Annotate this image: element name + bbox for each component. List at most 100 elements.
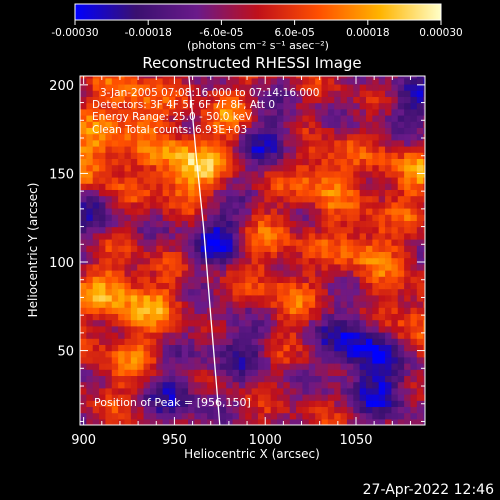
heatmap-cell: [111, 269, 119, 277]
heatmap-cell: [207, 300, 215, 308]
heatmap-cell: [226, 220, 234, 228]
heatmap-cell: [385, 257, 393, 265]
heatmap-cell: [404, 313, 412, 321]
heatmap-cell: [188, 232, 195, 240]
heatmap-cell: [156, 102, 164, 110]
heatmap-cell: [156, 294, 164, 302]
heatmap-cell: [118, 201, 126, 209]
heatmap-cell: [168, 96, 176, 104]
heatmap-cell: [194, 257, 202, 265]
heatmap-cell: [277, 114, 284, 122]
heatmap-cell: [264, 282, 272, 290]
heatmap-cell: [175, 331, 183, 339]
heatmap-cell: [118, 238, 126, 246]
heatmap-cell: [118, 102, 126, 110]
heatmap-cell: [283, 102, 291, 110]
heatmap-cell: [143, 133, 151, 141]
heatmap-cell: [86, 207, 94, 215]
heatmap-cell: [213, 121, 221, 128]
heatmap-cell: [327, 350, 335, 358]
heatmap-cell: [175, 96, 183, 104]
heatmap-cell: [251, 102, 259, 110]
heatmap-cell: [238, 245, 246, 252]
heatmap-cell: [296, 319, 304, 327]
heatmap-cell: [251, 387, 259, 395]
heatmap-cell: [365, 350, 373, 358]
heatmap-cell: [423, 207, 425, 215]
heatmap-cell: [194, 350, 202, 358]
heatmap-cell: [264, 232, 272, 240]
heatmap-cell: [86, 387, 94, 395]
heatmap-cell: [111, 307, 119, 314]
heatmap-cell: [111, 394, 119, 401]
heatmap-cell: [423, 77, 425, 85]
heatmap-cell: [219, 238, 227, 246]
heatmap-cell: [86, 375, 94, 383]
heatmap-cell: [105, 133, 113, 141]
heatmap-cell: [181, 139, 189, 147]
heatmap-cell: [156, 176, 164, 184]
heatmap-cell: [391, 90, 399, 97]
heatmap-cell: [365, 375, 373, 383]
heatmap-cell: [181, 418, 189, 425]
heatmap-cell: [315, 170, 323, 178]
heatmap-cell: [353, 387, 361, 395]
heatmap-cell: [105, 369, 113, 376]
heatmap-cell: [105, 245, 113, 252]
heatmap-cell: [143, 195, 151, 203]
heatmap-cell: [118, 344, 126, 352]
heatmap-cell: [308, 418, 316, 425]
heatmap-cell: [327, 375, 335, 383]
heatmap-cell: [321, 207, 329, 215]
heatmap-cell: [296, 114, 304, 122]
heatmap-cell: [397, 195, 405, 203]
heatmap-cell: [232, 195, 240, 203]
heatmap-cell: [283, 145, 291, 153]
heatmap-cell: [404, 220, 412, 228]
heatmap-cell: [143, 76, 151, 79]
heatmap-cell: [372, 300, 380, 308]
heatmap-cell: [92, 269, 100, 277]
heatmap-cell: [302, 245, 310, 252]
heatmap-cell: [340, 207, 348, 215]
heatmap-cell: [257, 195, 265, 203]
heatmap-cell: [213, 251, 221, 259]
heatmap-cell: [397, 238, 405, 246]
heatmap-cell: [264, 139, 272, 147]
heatmap-cell: [188, 90, 195, 97]
heatmap-cell: [156, 331, 164, 339]
heatmap-cell: [315, 307, 323, 314]
heatmap-cell: [372, 176, 380, 184]
heatmap-cell: [162, 133, 170, 141]
heatmap-cell: [219, 207, 227, 215]
heatmap-cell: [334, 356, 342, 364]
heatmap-cell: [404, 83, 412, 91]
heatmap-cell: [188, 263, 195, 271]
heatmap-cell: [372, 381, 380, 389]
heatmap-cell: [149, 108, 157, 116]
heatmap-cell: [175, 338, 183, 345]
heatmap-cell: [111, 300, 119, 308]
heatmap-cell: [340, 127, 348, 135]
heatmap-cell: [118, 381, 126, 389]
heatmap-cell: [124, 344, 132, 352]
heatmap-cell: [283, 158, 291, 166]
heatmap-cell: [346, 245, 354, 252]
heatmap-cell: [219, 127, 227, 135]
heatmap-cell: [327, 406, 335, 414]
heatmap-cell: [213, 133, 221, 141]
heatmap-cell: [213, 127, 221, 135]
heatmap-cell: [321, 139, 329, 147]
heatmap-cell: [302, 127, 310, 135]
heatmap-cell: [340, 394, 348, 401]
heatmap-cell: [365, 102, 373, 110]
heatmap-cell: [423, 319, 425, 327]
heatmap-cell: [232, 170, 240, 178]
heatmap-cell: [289, 102, 297, 110]
heatmap-cell: [105, 350, 113, 358]
heatmap-cell: [296, 269, 304, 277]
heatmap-cell: [346, 145, 354, 153]
heatmap-cell: [188, 164, 195, 172]
heatmap-cell: [111, 356, 119, 364]
heatmap-cell: [118, 158, 126, 166]
